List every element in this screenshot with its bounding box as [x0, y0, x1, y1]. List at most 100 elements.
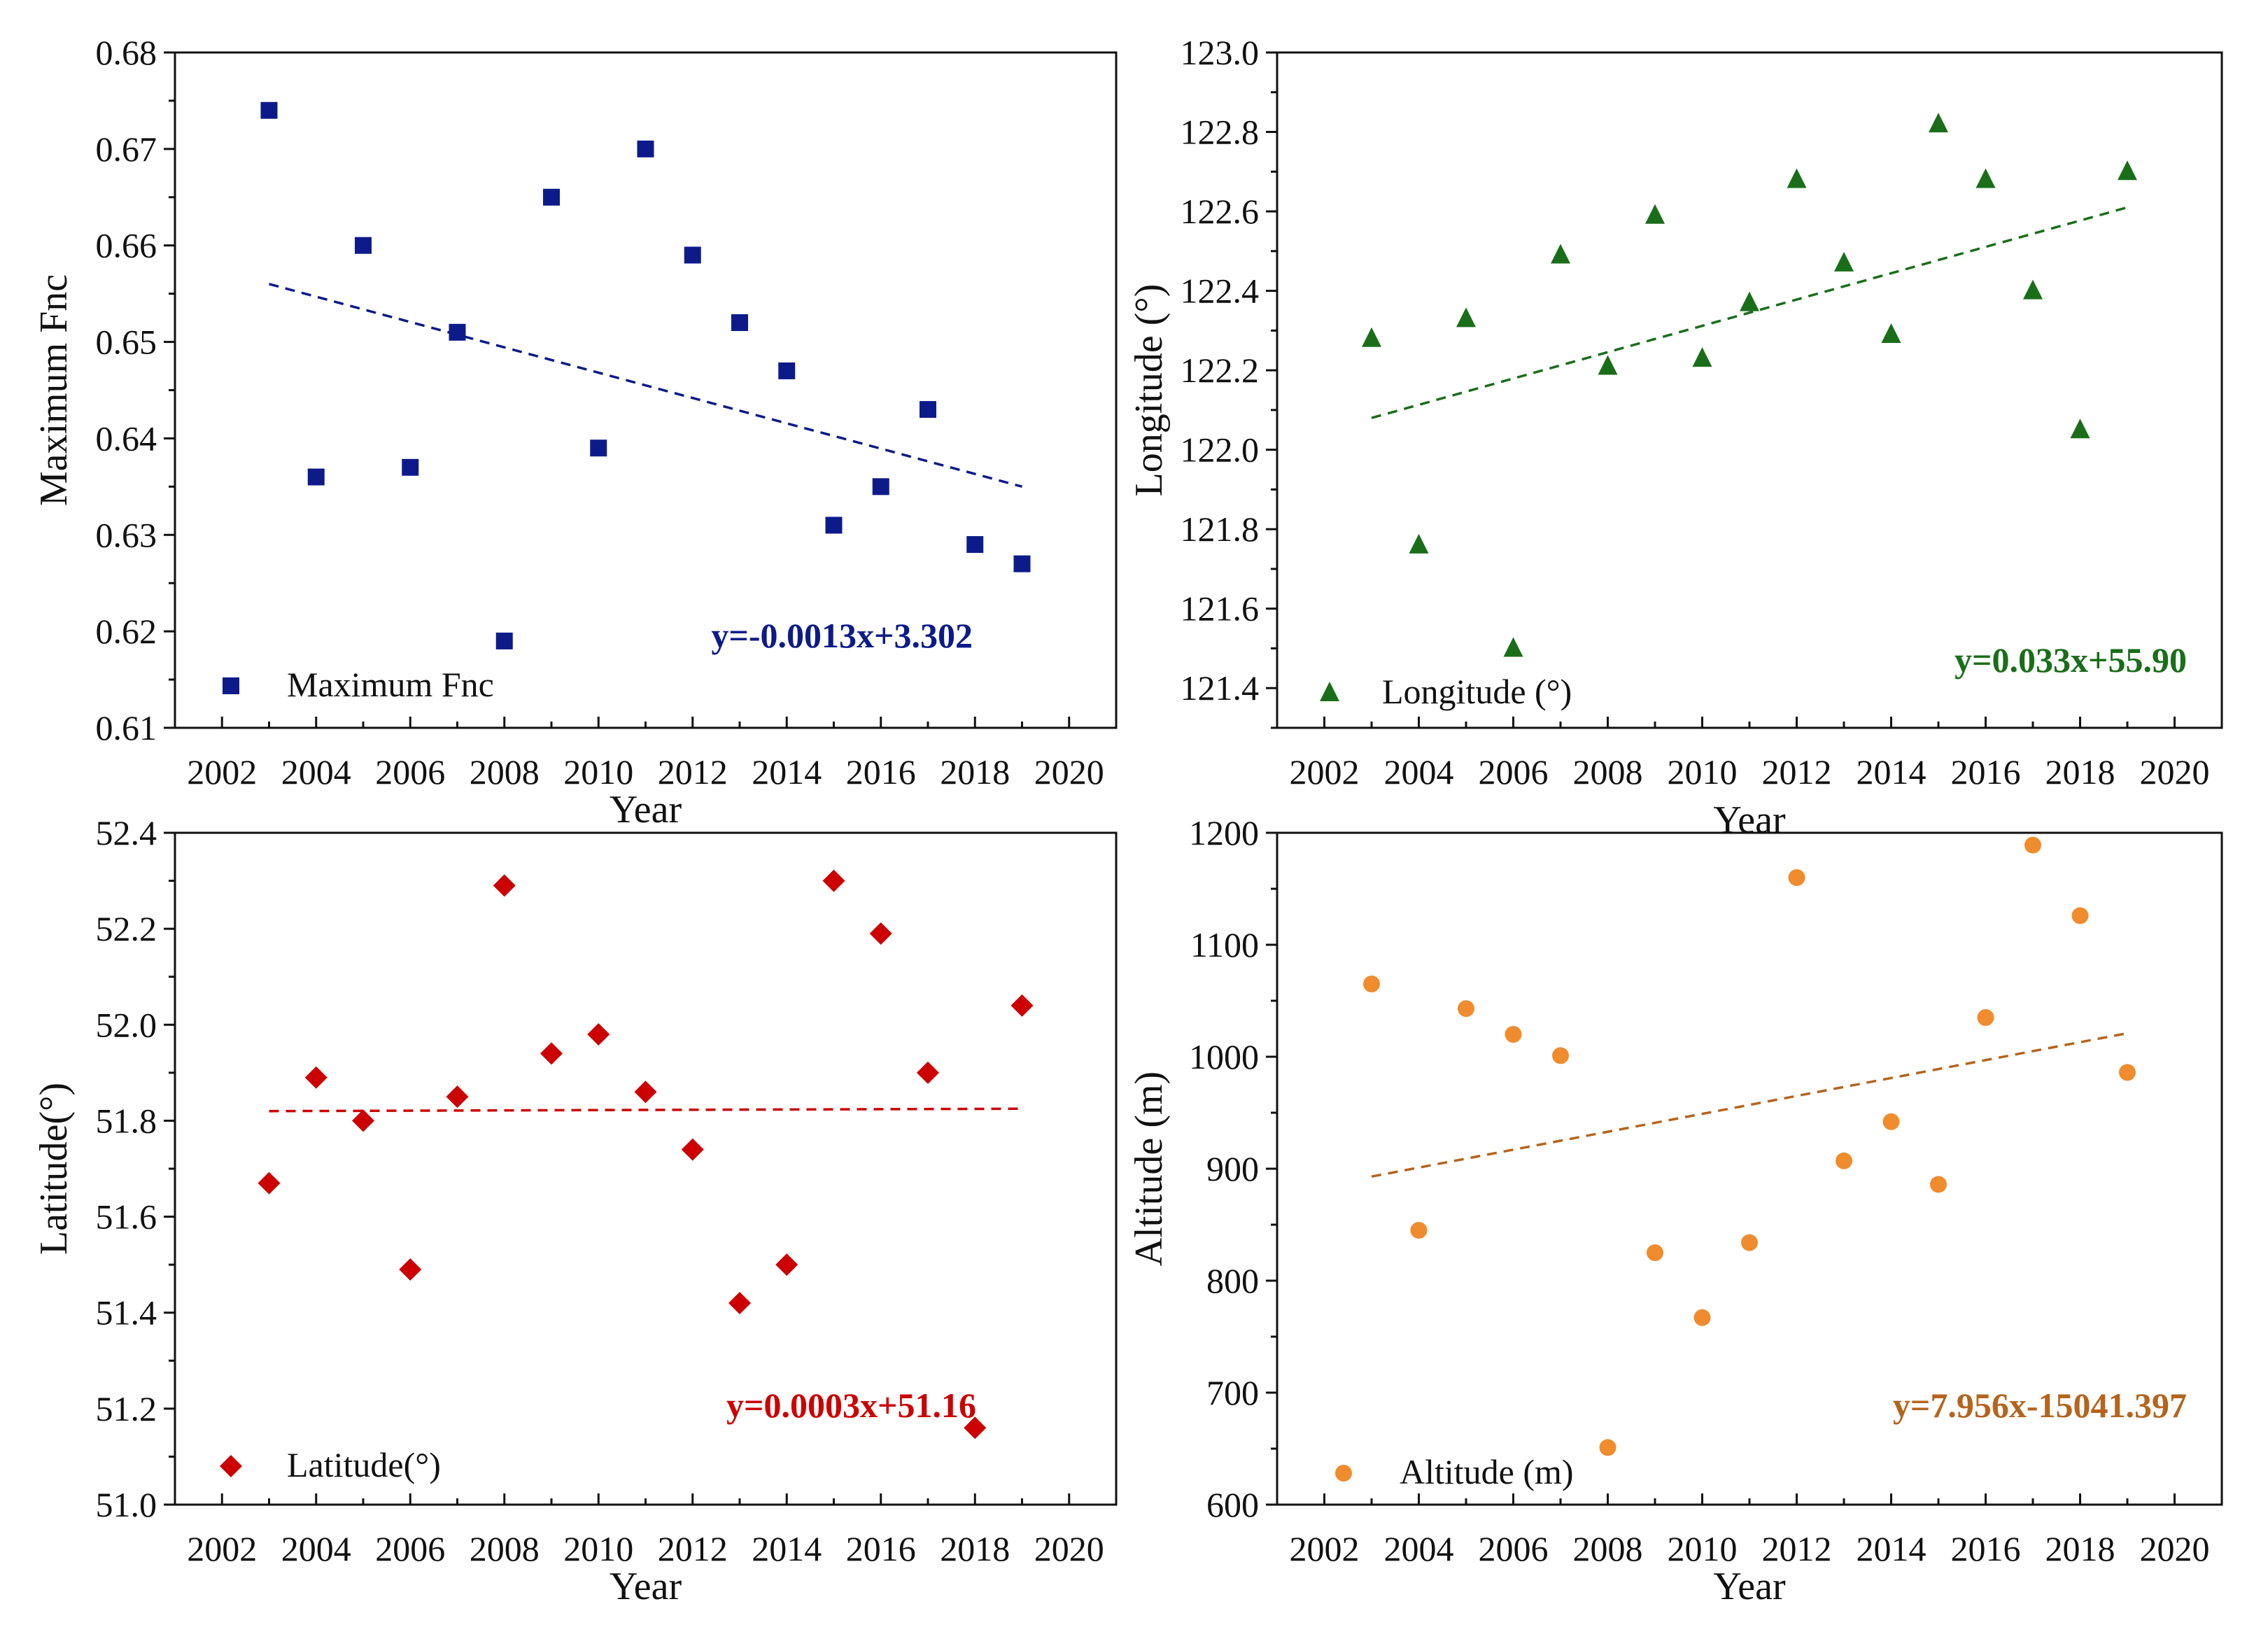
x-tick-label: 2020 [2140, 1529, 2210, 1568]
y-tick-label: 0.62 [96, 612, 157, 651]
data-point [2071, 907, 2089, 924]
x-tick-label: 2020 [2140, 752, 2210, 792]
data-point [304, 1066, 327, 1089]
x-tick-label: 2008 [1573, 752, 1643, 792]
data-point [1552, 1047, 1569, 1064]
x-tick-label: 2010 [1668, 1529, 1738, 1568]
data-point [352, 1109, 374, 1132]
y-tick-label: 122.4 [1181, 272, 1260, 311]
x-axis-title: Year [1713, 1565, 1786, 1608]
y-tick-label: 122.6 [1181, 192, 1260, 231]
data-point [637, 140, 654, 157]
data-point [2118, 160, 2137, 181]
data-point [1693, 1309, 1711, 1326]
x-tick-label: 2020 [1034, 1529, 1104, 1568]
data-point [1458, 1000, 1474, 1018]
x-tick-label: 2004 [281, 1529, 351, 1568]
x-tick-label: 2010 [1668, 752, 1738, 792]
y-tick-label: 52.4 [96, 813, 157, 852]
data-point [1836, 1152, 1852, 1169]
data-point [920, 401, 936, 418]
data-point [966, 536, 984, 554]
data-point [355, 237, 372, 254]
y-tick-label: 52.0 [96, 1005, 157, 1044]
y-tick-label: 122.8 [1181, 113, 1260, 152]
x-tick-label: 2016 [846, 1529, 916, 1568]
data-point [587, 1023, 610, 1046]
data-point [1881, 323, 1901, 344]
data-point [1410, 1222, 1428, 1239]
regression-equation: y=0.033x+55.90 [1954, 640, 2187, 680]
data-point [540, 1042, 563, 1065]
data-point [1692, 347, 1712, 367]
data-point [1456, 307, 1476, 328]
data-point [1787, 168, 1807, 188]
y-tick-label: 600 [1206, 1485, 1259, 1524]
data-point [1975, 168, 1996, 188]
data-point [825, 516, 843, 534]
y-tick-label: 51.2 [96, 1389, 157, 1428]
x-tick-label: 2002 [187, 752, 257, 792]
data-point [964, 1416, 987, 1440]
data-point [2024, 836, 2041, 854]
x-tick-label: 2012 [1762, 1529, 1832, 1568]
y-tick-label: 52.2 [96, 909, 157, 948]
data-point [1010, 994, 1034, 1017]
x-tick-label: 2008 [470, 752, 540, 792]
x-tick-label: 2012 [1762, 752, 1832, 792]
y-axis-title: Latitude(°) [32, 1083, 76, 1255]
data-point [495, 632, 513, 649]
y-axis-title: Maximum Fnc [32, 274, 76, 506]
x-tick-label: 2006 [1479, 752, 1549, 792]
y-tick-label: 123.0 [1181, 33, 1260, 72]
x-tick-label: 2016 [846, 752, 916, 792]
x-tick-label: 2014 [1857, 752, 1927, 792]
data-point [1409, 533, 1429, 554]
legend-marker [1320, 682, 1339, 701]
x-tick-label: 2002 [187, 1529, 257, 1568]
x-tick-label: 2008 [470, 1529, 540, 1568]
y-tick-label: 0.66 [96, 226, 157, 265]
y-tick-label: 51.4 [96, 1293, 157, 1332]
data-point [1551, 244, 1570, 264]
trend-line [1371, 1032, 2128, 1178]
x-axis-title: Year [610, 788, 682, 831]
y-tick-label: 51.6 [96, 1197, 157, 1237]
y-tick-label: 51.0 [96, 1485, 157, 1524]
trend-line [269, 283, 1022, 488]
y-tick-label: 1200 [1189, 813, 1259, 852]
data-point [1599, 1439, 1617, 1456]
regression-equation: y=-0.0013x+3.302 [711, 616, 973, 655]
y-tick-label: 800 [1206, 1261, 1259, 1300]
x-axis-title: Year [1713, 799, 1786, 842]
data-point [2023, 279, 2043, 300]
data-point [872, 478, 889, 495]
data-point [775, 1253, 798, 1276]
y-tick-label: 121.6 [1181, 589, 1260, 628]
x-axis-title: Year [610, 1565, 682, 1608]
legend-label: Latitude(°) [287, 1445, 441, 1484]
data-point [258, 1172, 281, 1195]
data-point [307, 468, 325, 486]
data-point [1647, 1244, 1663, 1261]
data-point [869, 922, 892, 945]
x-tick-label: 2002 [1290, 752, 1360, 792]
trend-line [269, 1107, 1022, 1113]
data-point [399, 1258, 422, 1281]
x-tick-label: 2012 [658, 752, 728, 792]
data-point [2119, 1064, 2136, 1081]
panel-maximum-fnc: 2002 2004 2006 2008 2010 2012 2014 2016 2018 2020… [32, 33, 1118, 831]
y-tick-label: 0.68 [96, 33, 157, 72]
x-tick-label: 2016 [1951, 1529, 2021, 1568]
data-point [1013, 555, 1031, 572]
data-point [778, 362, 796, 379]
legend-marker [1335, 1465, 1352, 1482]
data-point [917, 1061, 939, 1084]
legend-marker [223, 677, 239, 694]
y-tick-label: 121.8 [1181, 509, 1260, 549]
y-tick-label: 1000 [1189, 1037, 1259, 1076]
data-point [681, 1138, 704, 1161]
data-point [260, 101, 278, 119]
data-point [1929, 113, 1948, 133]
data-point [1930, 1176, 1947, 1193]
